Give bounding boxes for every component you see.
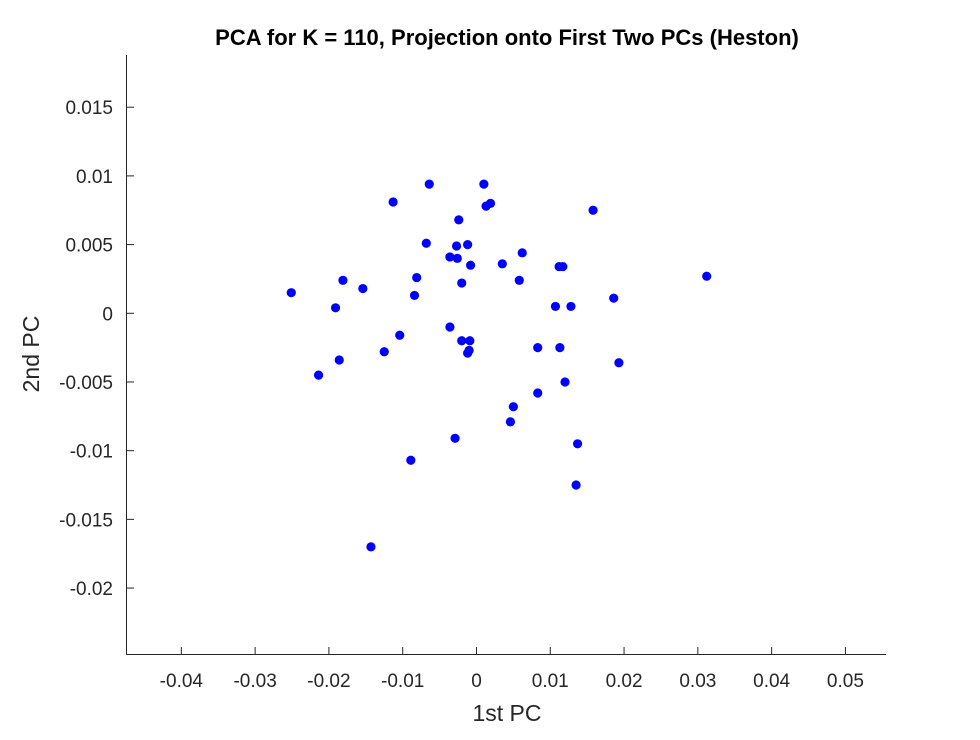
x-tick-label: -0.03 bbox=[233, 671, 276, 692]
scatter-point bbox=[558, 261, 568, 272]
scatter-point bbox=[457, 336, 467, 346]
scatter-point bbox=[514, 275, 524, 285]
scatter-point bbox=[702, 271, 712, 281]
x-axis-label: 1st PC bbox=[472, 700, 541, 726]
x-tick-label: -0.04 bbox=[160, 671, 204, 692]
scatter-point bbox=[451, 241, 462, 251]
scatter-point bbox=[555, 343, 565, 353]
scatter-point bbox=[533, 388, 543, 398]
y-axis-label: 2nd PC bbox=[18, 316, 44, 393]
scatter-point bbox=[406, 455, 416, 465]
scatter-point bbox=[313, 370, 324, 380]
scatter-point bbox=[445, 252, 455, 262]
scatter-point bbox=[465, 336, 475, 346]
scatter-point bbox=[479, 179, 489, 189]
scatter-point bbox=[485, 198, 496, 208]
scatter-point bbox=[457, 278, 467, 288]
x-tick-label: -0.01 bbox=[381, 671, 424, 692]
scatter-point bbox=[566, 301, 576, 312]
scatter-point bbox=[379, 347, 389, 357]
scatter-point bbox=[614, 358, 624, 368]
y-tick-label: -0.01 bbox=[70, 442, 113, 463]
x-tick-label: 0.05 bbox=[827, 671, 864, 692]
x-tick-label: 0 bbox=[471, 671, 482, 692]
scatter-point bbox=[508, 402, 518, 412]
scatter-point bbox=[464, 345, 474, 355]
scatter-point bbox=[334, 355, 344, 365]
scatter-point bbox=[465, 260, 476, 270]
scatter-point bbox=[450, 433, 460, 443]
scatter-point bbox=[409, 290, 420, 301]
scatter-point bbox=[445, 322, 455, 332]
x-tick-label: -0.02 bbox=[307, 671, 350, 692]
x-axis-ticks: -0.04 -0.03 -0.02 -0.01 0 0.01 0.02 0.03 0.04 0.0… bbox=[160, 647, 864, 692]
y-tick-label: 0.015 bbox=[65, 98, 113, 119]
x-tick-label: 0.04 bbox=[753, 671, 790, 692]
scatter-point bbox=[286, 288, 296, 298]
chart-title: PCA for K = 110, Projection onto First T… bbox=[215, 25, 799, 50]
scatter-point bbox=[395, 330, 405, 340]
scatter-point bbox=[412, 272, 422, 283]
scatter-point bbox=[505, 417, 516, 427]
scatter-point bbox=[550, 301, 561, 312]
scatter-point bbox=[366, 542, 376, 552]
data-points bbox=[286, 179, 712, 552]
y-tick-label: 0 bbox=[102, 304, 113, 325]
y-tick-label: 0.005 bbox=[65, 236, 113, 257]
scatter-point bbox=[497, 259, 507, 269]
scatter-point bbox=[388, 197, 398, 207]
scatter-point bbox=[330, 303, 341, 313]
y-tick-label: -0.015 bbox=[59, 510, 113, 531]
scatter-point bbox=[452, 253, 462, 263]
scatter-point bbox=[560, 377, 570, 387]
y-axis-ticks: 0.015 0.01 0.005 0 -0.005 -0.01 -0.015 -0.02 bbox=[59, 98, 134, 600]
scatter-point bbox=[517, 248, 527, 258]
scatter-point bbox=[533, 343, 543, 353]
scatter-point bbox=[338, 275, 348, 285]
x-tick-label: 0.01 bbox=[532, 671, 569, 692]
scatter-point bbox=[421, 238, 431, 248]
scatter-point bbox=[454, 215, 464, 225]
scatter-point bbox=[572, 439, 583, 449]
y-tick-label: -0.02 bbox=[70, 579, 113, 600]
x-tick-label: 0.03 bbox=[679, 671, 716, 692]
scatter-point bbox=[463, 239, 473, 250]
scatter-point bbox=[358, 283, 368, 294]
scatter-point bbox=[609, 293, 619, 303]
x-tick-label: 0.02 bbox=[606, 671, 643, 692]
y-tick-label: 0.01 bbox=[76, 167, 113, 188]
scatter-point bbox=[588, 205, 598, 215]
scatter-point bbox=[571, 480, 581, 490]
scatter-point bbox=[424, 179, 434, 189]
y-tick-label: -0.005 bbox=[59, 373, 113, 394]
